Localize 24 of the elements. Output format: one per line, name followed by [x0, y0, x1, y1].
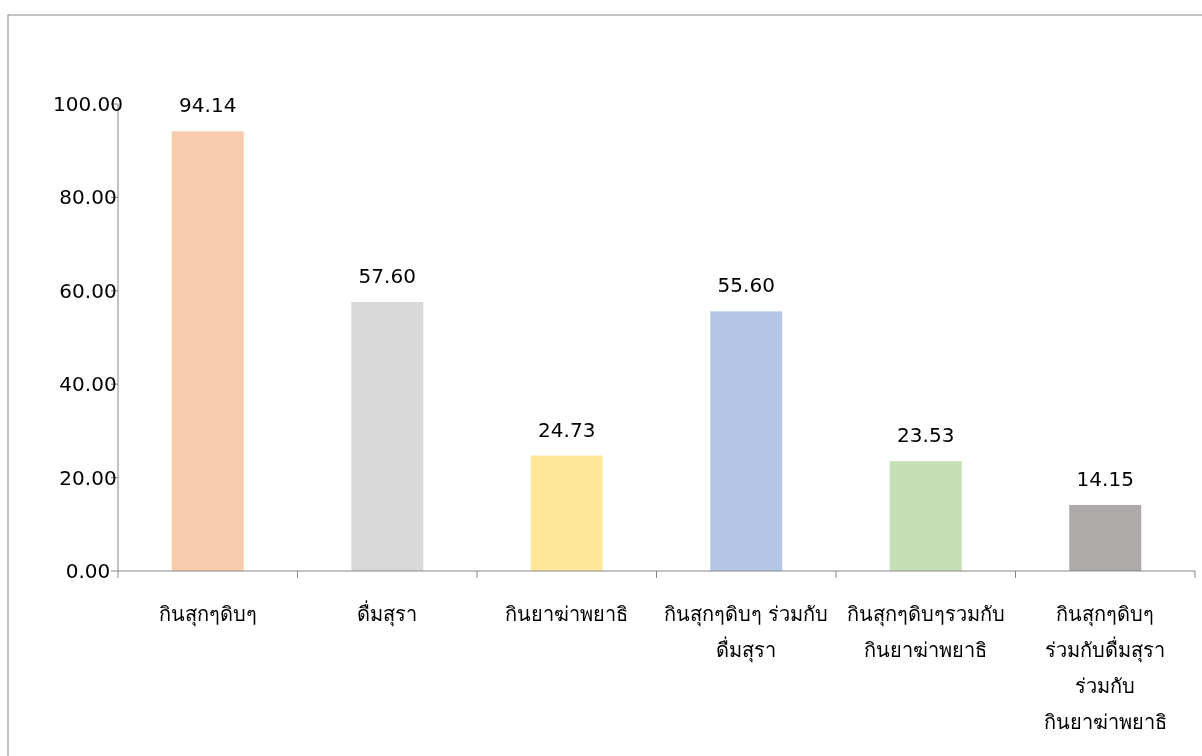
x-tick-label: กินสุกๆดิบๆ — [158, 602, 257, 627]
y-tick-label: 20.00 — [59, 465, 117, 490]
data-label: 57.60 — [358, 264, 416, 289]
data-label: 94.14 — [179, 93, 237, 118]
data-label: 14.15 — [1076, 466, 1134, 491]
y-tick-label: 80.00 — [59, 185, 117, 210]
bar — [171, 131, 244, 571]
data-label: 24.73 — [538, 417, 596, 442]
x-tick-label: ดื่มสุรา — [357, 600, 418, 627]
y-tick-label: 0.00 — [65, 559, 111, 583]
data-label: 55.60 — [717, 273, 775, 298]
x-tick-label: กินสุกๆดิบๆ ร่วมกับ ดื่มสุรา — [664, 602, 829, 663]
y-tick-label: 100.00 — [53, 92, 123, 116]
bar — [889, 461, 962, 571]
bar — [351, 302, 424, 571]
bar — [710, 311, 783, 571]
x-tick-label: กินยาฆ่าพยาธิ — [505, 602, 629, 626]
bar — [530, 455, 603, 571]
data-label: 23.53 — [897, 423, 955, 448]
y-tick-label: 40.00 — [59, 372, 117, 397]
x-tick-label: กินสุกๆดิบๆรวมกับ กินยาฆ่าพยาธิ — [846, 602, 1005, 662]
bar — [1069, 504, 1142, 571]
x-tick-label: กินสุกๆดิบๆ ร่วมกับดื่มสุรา ร่วมกับ กินยาฆ่าพยาธิ — [1043, 602, 1167, 734]
y-tick-label: 60.00 — [59, 278, 117, 303]
